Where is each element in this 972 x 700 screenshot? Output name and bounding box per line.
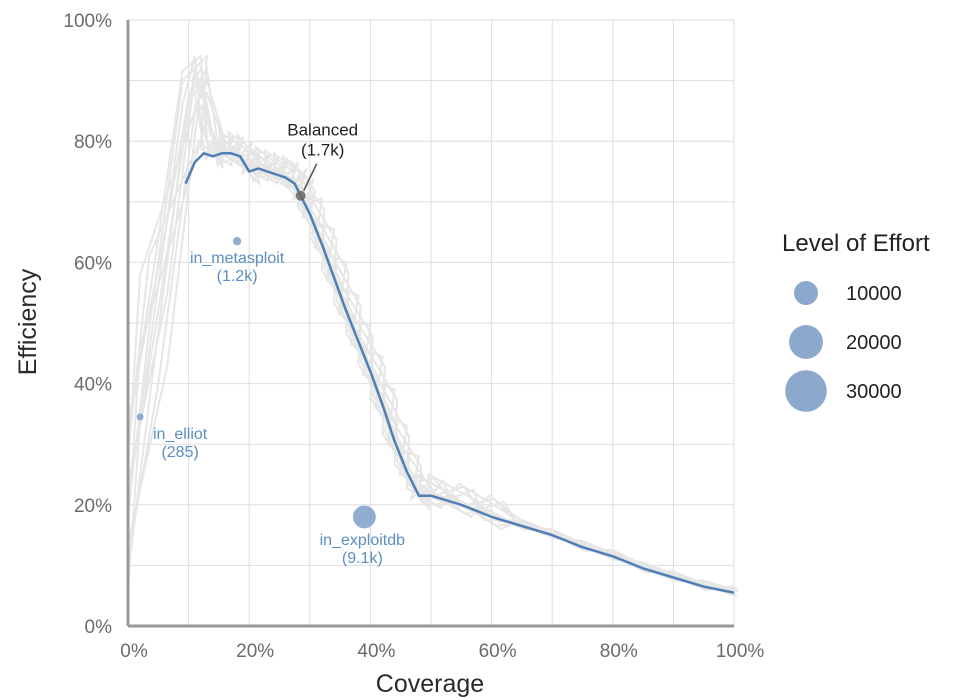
annotation-label: in_metasploit bbox=[190, 250, 285, 267]
annotation-label: in_elliot bbox=[153, 426, 208, 443]
x-tick-label: 0% bbox=[120, 641, 148, 662]
point-in-metasploit bbox=[232, 237, 242, 246]
annotation-label: in_exploitdb bbox=[320, 532, 406, 549]
y-tick-label: 40% bbox=[74, 375, 112, 396]
annotation-count: (1.7k) bbox=[301, 141, 344, 160]
x-tick-label: 40% bbox=[357, 641, 395, 662]
y-tick-label: 0% bbox=[85, 617, 113, 638]
annotation-label: Balanced bbox=[287, 121, 358, 140]
y-tick-label: 80% bbox=[74, 132, 112, 153]
legend-label: 20000 bbox=[846, 332, 902, 354]
legend-marker bbox=[794, 281, 818, 305]
y-tick-label: 60% bbox=[74, 253, 112, 274]
x-tick-label: 20% bbox=[236, 641, 274, 662]
legend: Level of Effort 10000 20000 30000 bbox=[782, 230, 930, 412]
annotation-pointer bbox=[303, 163, 318, 192]
y-tick-label: 100% bbox=[63, 11, 112, 32]
y-tick-label: 20% bbox=[74, 496, 112, 517]
annotation-count: (9.1k) bbox=[342, 550, 383, 567]
background-line bbox=[127, 104, 737, 595]
series-line bbox=[184, 152, 735, 594]
legend-marker bbox=[785, 370, 827, 412]
point-in-exploitdb bbox=[352, 505, 376, 529]
point-Balanced bbox=[295, 190, 306, 201]
annotations: in_metasploit(1.2k) in_elliot(285) in_expl… bbox=[153, 121, 405, 567]
points bbox=[136, 190, 376, 529]
background-line bbox=[127, 65, 738, 598]
axes: 0% 20% 40% 60% 80% 100% 0% 20% 40% 60% 80% 100% bbox=[63, 11, 764, 662]
series bbox=[184, 152, 735, 594]
annotation-count: (285) bbox=[161, 444, 198, 461]
background-line bbox=[127, 68, 736, 597]
y-axis-title: Efficiency bbox=[14, 268, 42, 375]
x-tick-label: 100% bbox=[716, 641, 765, 662]
background-line bbox=[127, 91, 733, 595]
legend-marker bbox=[789, 325, 823, 359]
legend-label: 10000 bbox=[846, 283, 902, 305]
annotation-count: (1.2k) bbox=[217, 268, 258, 285]
background-lines bbox=[127, 53, 739, 598]
x-tick-label: 80% bbox=[600, 641, 638, 662]
x-tick-label: 60% bbox=[479, 641, 517, 662]
legend-label: 30000 bbox=[846, 381, 902, 403]
legend-title: Level of Effort bbox=[782, 230, 930, 257]
point-in-elliot bbox=[136, 413, 144, 421]
grid bbox=[128, 19, 735, 626]
x-axis-title: Coverage bbox=[376, 670, 484, 698]
